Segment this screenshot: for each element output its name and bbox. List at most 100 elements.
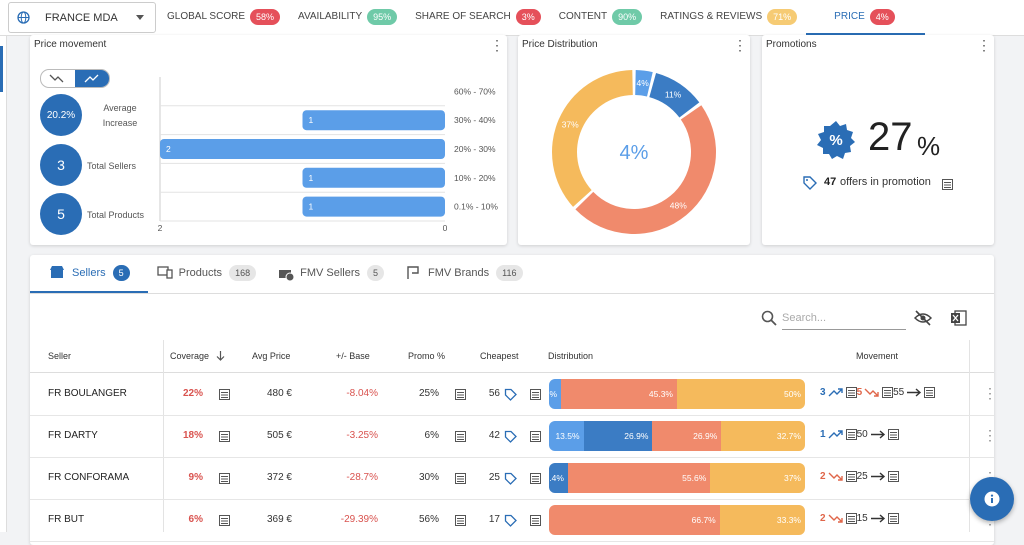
nav-tab-badge: 71% xyxy=(767,8,798,25)
nav-tab-label: CONTENT xyxy=(558,11,608,22)
table-icon xyxy=(924,387,936,398)
percent-badge: % xyxy=(817,121,855,159)
icon-part xyxy=(828,388,843,397)
table-icon xyxy=(455,515,466,526)
table-icon xyxy=(845,513,857,524)
header-divider xyxy=(30,372,994,373)
icon-part xyxy=(504,430,517,443)
row-menu[interactable]: ⋮ xyxy=(983,427,997,443)
up-icon xyxy=(828,430,843,439)
tab-icon xyxy=(407,266,419,279)
movement: 1 50 xyxy=(820,429,899,440)
segment-label: 50% xyxy=(783,389,801,399)
down-trend-icon xyxy=(49,74,64,83)
segment-label: 13.5% xyxy=(555,431,580,441)
column-divider xyxy=(163,340,164,532)
distribution-segment: 66.7% xyxy=(549,505,720,535)
nav-tab-label: AVAILABILITY xyxy=(298,11,363,22)
icon-part xyxy=(216,351,225,361)
distribution-segment: 26.9% xyxy=(652,421,722,451)
distribution-segment: 45.3% xyxy=(561,379,677,409)
icon-part xyxy=(845,471,857,482)
up-icon xyxy=(828,388,843,397)
icon-part xyxy=(845,429,857,440)
movement: 2 15 xyxy=(820,513,899,524)
tabs-divider xyxy=(30,293,994,294)
data-tab-count: 5 xyxy=(367,265,385,281)
column-header: Promo % xyxy=(408,351,446,361)
promo-pct: 25% xyxy=(418,388,439,399)
icon-part xyxy=(887,513,899,524)
data-tab[interactable]: Sellers 5 xyxy=(30,255,148,293)
base-diff: -28.7% xyxy=(346,472,378,483)
distribution-bar: 13.5% 26.9% 26.9% 32.7% xyxy=(549,421,805,451)
panel-title: Promotions xyxy=(766,39,817,50)
row-divider xyxy=(30,541,994,542)
nav-tab[interactable]: RATINGS & REVIEWS 71% xyxy=(651,0,806,35)
table-icon-slot xyxy=(942,177,953,195)
segment-label: 32.7% xyxy=(776,431,801,441)
search-input[interactable]: Search... xyxy=(782,309,906,330)
menu[interactable]: ⋮ xyxy=(977,37,991,53)
market-select[interactable]: FRANCE MDA xyxy=(8,2,156,33)
hide-icon[interactable] xyxy=(914,310,932,326)
nav-tab-label: SHARE OF SEARCH xyxy=(415,11,511,22)
info-button[interactable] xyxy=(970,477,1014,521)
market-label: FRANCE MDA xyxy=(45,12,118,24)
icon-part xyxy=(828,514,843,523)
table-icon xyxy=(530,515,541,526)
menu[interactable]: ⋮ xyxy=(733,37,747,53)
movement: 2 25 xyxy=(820,471,899,482)
cheapest: 25 xyxy=(488,472,500,483)
nav-tab-badge: 3% xyxy=(515,8,541,25)
icon-part xyxy=(279,270,292,278)
data-tab-label: Products xyxy=(178,267,223,279)
nav-tab[interactable]: GLOBAL SCORE 58% xyxy=(158,0,289,35)
data-tab-count: 116 xyxy=(496,265,523,281)
icon-part xyxy=(882,387,894,398)
icon-part xyxy=(50,266,64,270)
table-icon xyxy=(845,429,857,440)
stat-circle: 3 xyxy=(40,144,82,186)
nav-tab[interactable]: CONTENT 90% xyxy=(550,0,651,35)
tag-icon xyxy=(504,514,517,527)
nav-tab-badge: 4% xyxy=(869,8,895,25)
data-tab[interactable]: FMV Brands 116 xyxy=(397,255,536,293)
base-diff: -3.25% xyxy=(346,430,378,441)
promo-pct: 56% xyxy=(418,514,439,525)
icon-part xyxy=(845,387,857,398)
nav-tab[interactable]: PRICE 4% xyxy=(806,0,925,35)
icon-part xyxy=(219,515,230,526)
nav-tab[interactable]: SHARE OF SEARCH 3% xyxy=(406,0,550,35)
trend-toggle[interactable] xyxy=(40,69,110,88)
nav-tabs: GLOBAL SCORE 58% AVAILABILITY 95% SHARE OF S… xyxy=(158,0,925,35)
row-menu[interactable]: ⋮ xyxy=(983,385,997,401)
distribution-bar: 66.7% 33.3% xyxy=(549,505,805,535)
movement-up: 3 xyxy=(820,387,826,398)
column-header: Coverage xyxy=(170,351,210,361)
icon-part xyxy=(828,472,843,481)
promo-pct: 30% xyxy=(418,472,439,483)
table-icon xyxy=(887,513,899,524)
movement-flat: 25 xyxy=(856,471,868,482)
menu[interactable]: ⋮ xyxy=(490,37,504,53)
tag-icon xyxy=(504,472,517,485)
icon-part xyxy=(51,270,63,278)
segment-label: 55.6% xyxy=(682,473,707,483)
movement-flat: 55 xyxy=(893,387,905,398)
icon-part xyxy=(942,179,953,190)
segment-label: 7.4% xyxy=(549,473,564,483)
svg-text:%: % xyxy=(829,132,842,149)
data-tab[interactable]: Products 168 xyxy=(148,255,269,293)
column-header: Cheapest xyxy=(480,351,519,361)
avg-price: 372 € xyxy=(266,472,292,483)
column-header: Avg Price xyxy=(252,351,291,361)
base-diff: -29.39% xyxy=(340,514,378,525)
data-tab[interactable]: FMV Sellers 5 xyxy=(269,255,397,293)
data-tab-label: FMV Brands xyxy=(428,267,490,279)
globe-icon xyxy=(17,11,30,24)
excel-icon[interactable] xyxy=(950,310,967,326)
offers-text: offers in promotion xyxy=(840,176,931,188)
nav-tab[interactable]: AVAILABILITY 95% xyxy=(289,0,406,35)
